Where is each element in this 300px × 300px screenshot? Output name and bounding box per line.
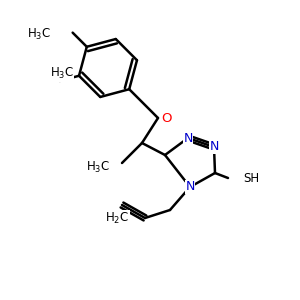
Text: H$_3$C: H$_3$C (26, 27, 51, 42)
Text: H$_2$C: H$_2$C (105, 211, 129, 226)
Text: H$_3$C: H$_3$C (86, 159, 110, 175)
Text: H$_3$C: H$_3$C (50, 66, 74, 82)
Text: O: O (161, 112, 172, 124)
Text: SH: SH (243, 172, 259, 184)
Text: N: N (185, 181, 195, 194)
Text: N: N (209, 140, 219, 154)
Text: N: N (183, 131, 193, 145)
